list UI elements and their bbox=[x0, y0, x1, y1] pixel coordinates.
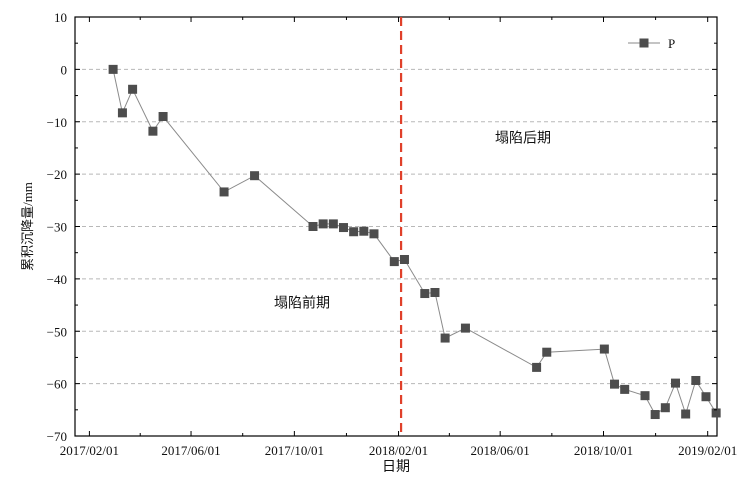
annotations: 塌陷前期 塌陷后期 bbox=[274, 17, 551, 436]
legend: P bbox=[628, 36, 675, 51]
data-point bbox=[460, 323, 470, 333]
y-tick-label: −70 bbox=[47, 429, 67, 444]
x-tick-label: 2017/02/01 bbox=[60, 443, 119, 458]
data-point bbox=[338, 223, 348, 233]
x-axis: 2017/02/01 2017/06/01 2017/10/01 2018/02/01… bbox=[60, 17, 737, 458]
data-point bbox=[308, 222, 318, 231]
data-point bbox=[117, 108, 127, 118]
legend-marker bbox=[639, 38, 649, 48]
annotation-label: 塌陷前期 bbox=[274, 295, 330, 312]
data-point bbox=[701, 392, 711, 402]
data-point bbox=[640, 391, 650, 401]
y-tick-label: −20 bbox=[47, 167, 67, 182]
x-tick-label: 2017/10/01 bbox=[265, 443, 324, 458]
x-tick-label: 2018/02/01 bbox=[369, 443, 428, 458]
x-tick-label: 2018/10/01 bbox=[574, 443, 633, 458]
y-tick-label: 10 bbox=[54, 10, 67, 25]
y-tick-label: 0 bbox=[61, 62, 68, 77]
data-point bbox=[250, 171, 260, 181]
y-tick-label: −10 bbox=[47, 115, 67, 130]
data-point bbox=[660, 403, 670, 413]
data-point bbox=[369, 229, 379, 239]
data-point bbox=[610, 379, 620, 389]
data-point bbox=[359, 226, 369, 236]
data-point bbox=[399, 254, 409, 264]
legend-label: P bbox=[668, 36, 675, 51]
data-point bbox=[542, 347, 552, 357]
data-point bbox=[599, 344, 609, 354]
data-point bbox=[108, 64, 118, 74]
data-point bbox=[318, 219, 328, 229]
data-point bbox=[681, 409, 691, 419]
grid-lines bbox=[75, 68, 717, 385]
plot-frame bbox=[74, 16, 718, 437]
y-tick-label: −50 bbox=[47, 324, 67, 339]
y-axis-label: 累积沉降量/mm bbox=[20, 182, 35, 271]
data-point bbox=[691, 375, 701, 385]
data-point bbox=[430, 287, 440, 297]
data-point bbox=[219, 187, 229, 197]
annotation-label: 塌陷后期 bbox=[495, 131, 551, 147]
data-point bbox=[420, 289, 430, 299]
data-point bbox=[440, 333, 450, 343]
x-tick-label: 2018/06/01 bbox=[471, 443, 530, 458]
x-tick-label: 2019/02/01 bbox=[678, 443, 737, 458]
y-tick-label: −40 bbox=[47, 272, 67, 287]
data-point bbox=[349, 227, 359, 237]
x-axis-label: 日期 bbox=[382, 459, 410, 475]
data-point bbox=[670, 378, 680, 388]
series-line bbox=[112, 69, 717, 416]
data-point bbox=[650, 410, 660, 420]
x-tick-label: 2017/06/01 bbox=[161, 443, 220, 458]
data-point bbox=[148, 126, 158, 136]
data-point bbox=[620, 384, 630, 394]
data-point bbox=[532, 362, 542, 372]
data-point bbox=[128, 84, 138, 94]
series-layer bbox=[108, 64, 721, 420]
data-point bbox=[328, 219, 338, 229]
data-point bbox=[711, 408, 721, 418]
y-axis: 10 0 −10 −20 −30 −40 −50 −60 −70 bbox=[47, 10, 717, 444]
data-point bbox=[158, 112, 168, 122]
y-tick-label: −30 bbox=[47, 220, 67, 235]
data-point bbox=[389, 257, 399, 267]
y-tick-label: −60 bbox=[47, 377, 67, 392]
